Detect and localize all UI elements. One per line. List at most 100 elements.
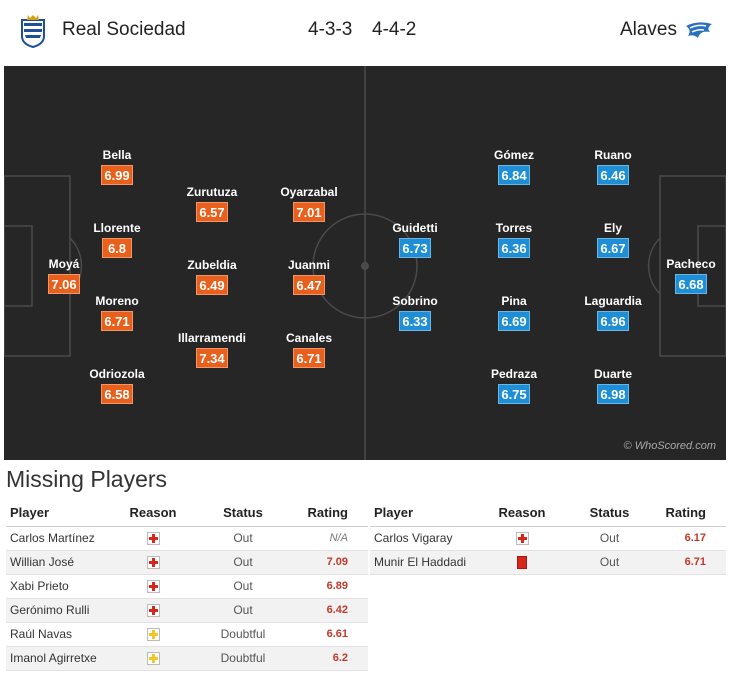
home-missing-table: Player Reason Status Rating Carlos Martí… bbox=[6, 500, 368, 671]
home-player[interactable]: Illarramendi 7.34 bbox=[167, 331, 257, 368]
player-rating-badge: 6.75 bbox=[498, 384, 530, 404]
rating-cell: 6.71 bbox=[657, 550, 726, 575]
rating-cell: 6.89 bbox=[298, 574, 368, 599]
player-name[interactable]: Ruano bbox=[594, 148, 632, 162]
player-name[interactable]: Torres bbox=[495, 221, 533, 235]
player-rating-badge: 6.57 bbox=[196, 202, 228, 222]
away-player[interactable]: Pedraza 6.75 bbox=[469, 367, 559, 404]
home-player[interactable]: Zurutuza 6.57 bbox=[167, 185, 257, 222]
table-row: Raúl Navas Doubtful 6.61 bbox=[6, 622, 368, 647]
player-name[interactable]: Odriozola bbox=[89, 367, 145, 381]
missing-player-name[interactable]: Raúl Navas bbox=[6, 622, 118, 647]
player-name[interactable]: Zurutuza bbox=[186, 185, 238, 199]
player-rating-badge: 7.01 bbox=[293, 202, 325, 222]
doubt-icon bbox=[146, 628, 160, 642]
col-player: Player bbox=[370, 500, 482, 527]
player-name[interactable]: Pedraza bbox=[490, 367, 538, 381]
alaves-crest-icon[interactable] bbox=[684, 16, 714, 50]
rating-cell: 7.09 bbox=[298, 550, 368, 575]
reason-cell bbox=[118, 622, 188, 647]
away-player[interactable]: Pacheco 6.68 bbox=[646, 257, 726, 294]
col-status: Status bbox=[562, 500, 657, 527]
away-player[interactable]: Duarte 6.98 bbox=[568, 367, 658, 404]
reason-cell bbox=[118, 550, 188, 575]
home-player[interactable]: Odriozola 6.58 bbox=[72, 367, 162, 404]
away-team-name[interactable]: Alaves bbox=[619, 19, 677, 40]
col-rating: Rating bbox=[657, 500, 726, 527]
status-cell: Out bbox=[188, 526, 298, 551]
player-name[interactable]: Bella bbox=[102, 148, 132, 162]
missing-player-name[interactable]: Willian José bbox=[6, 550, 118, 575]
home-player[interactable]: Moreno 6.71 bbox=[72, 294, 162, 331]
away-player[interactable]: Pina 6.69 bbox=[469, 294, 559, 331]
home-player[interactable]: Juanmi 6.47 bbox=[264, 258, 354, 295]
player-name[interactable]: Zubeldia bbox=[187, 258, 237, 272]
status-cell: Out bbox=[562, 526, 657, 551]
away-formation: 4-4-2 bbox=[372, 19, 417, 40]
player-name[interactable]: Moyá bbox=[48, 257, 80, 271]
missing-player-name[interactable]: Xabi Prieto bbox=[6, 574, 118, 599]
player-name[interactable]: Llorente bbox=[93, 221, 141, 235]
home-player[interactable]: Llorente 6.8 bbox=[72, 221, 162, 258]
player-rating-badge: 6.36 bbox=[498, 238, 530, 258]
player-rating-badge: 6.73 bbox=[399, 238, 431, 258]
home-team-name[interactable]: Real Sociedad bbox=[62, 19, 186, 40]
injury-icon bbox=[146, 604, 160, 618]
real-sociedad-crest-icon[interactable] bbox=[18, 14, 48, 48]
table-row: Munir El Haddadi Out 6.71 bbox=[370, 550, 726, 575]
injury-icon bbox=[146, 532, 160, 546]
rating-cell: N/A bbox=[298, 526, 368, 551]
away-player[interactable]: Sobrino 6.33 bbox=[370, 294, 460, 331]
reason-cell bbox=[118, 574, 188, 599]
missing-player-name[interactable]: Carlos Vigaray bbox=[370, 526, 482, 551]
player-name[interactable]: Canales bbox=[285, 331, 333, 345]
player-name[interactable]: Ely bbox=[603, 221, 622, 235]
away-player[interactable]: Laguardia 6.96 bbox=[568, 294, 658, 331]
player-name[interactable]: Juanmi bbox=[287, 258, 330, 272]
col-player: Player bbox=[6, 500, 118, 527]
missing-player-name[interactable]: Carlos Martínez bbox=[6, 526, 118, 551]
player-name[interactable]: Illarramendi bbox=[177, 331, 247, 345]
player-name[interactable]: Sobrino bbox=[392, 294, 438, 308]
missing-player-name[interactable]: Imanol Agirretxe bbox=[6, 646, 118, 671]
rating-cell: 6.42 bbox=[298, 598, 368, 623]
player-name[interactable]: Gómez bbox=[493, 148, 534, 162]
home-formation: 4-3-3 bbox=[308, 19, 353, 40]
player-rating-badge: 6.8 bbox=[102, 238, 132, 258]
player-name[interactable]: Pina bbox=[501, 294, 527, 308]
missing-players-title: Missing Players bbox=[6, 466, 168, 492]
player-rating-badge: 6.49 bbox=[196, 275, 228, 295]
home-player[interactable]: Moyá 7.06 bbox=[19, 257, 109, 294]
player-name[interactable]: Oyarzabal bbox=[280, 185, 338, 199]
away-player[interactable]: Gómez 6.84 bbox=[469, 148, 559, 185]
player-rating-badge: 7.34 bbox=[196, 348, 228, 368]
away-player[interactable]: Ely 6.67 bbox=[568, 221, 658, 258]
home-missing-rows: Carlos Martínez Out N/A Willian José Out 7.09… bbox=[6, 526, 368, 671]
home-player[interactable]: Zubeldia 6.49 bbox=[167, 258, 257, 295]
col-status: Status bbox=[188, 500, 298, 527]
home-player[interactable]: Bella 6.99 bbox=[72, 148, 162, 185]
player-rating-badge: 6.71 bbox=[101, 311, 133, 331]
player-rating-badge: 6.68 bbox=[675, 274, 707, 294]
table-row: Gerónimo Rulli Out 6.42 bbox=[6, 598, 368, 623]
player-name[interactable]: Guidetti bbox=[392, 221, 438, 235]
away-player[interactable]: Torres 6.36 bbox=[469, 221, 559, 258]
away-player[interactable]: Guidetti 6.73 bbox=[370, 221, 460, 258]
status-cell: Doubtful bbox=[188, 646, 298, 671]
home-player[interactable]: Oyarzabal 7.01 bbox=[264, 185, 354, 222]
missing-player-name[interactable]: Munir El Haddadi bbox=[370, 550, 482, 575]
player-rating-badge: 6.47 bbox=[293, 275, 325, 295]
away-player[interactable]: Ruano 6.46 bbox=[568, 148, 658, 185]
rating-cell: 6.2 bbox=[298, 646, 368, 671]
player-name[interactable]: Laguardia bbox=[584, 294, 642, 308]
reason-cell bbox=[482, 550, 562, 575]
table-row: Willian José Out 7.09 bbox=[6, 550, 368, 575]
player-name[interactable]: Moreno bbox=[95, 294, 139, 308]
missing-player-name[interactable]: Gerónimo Rulli bbox=[6, 598, 118, 623]
player-name[interactable]: Pacheco bbox=[666, 257, 716, 271]
player-name[interactable]: Duarte bbox=[593, 367, 632, 381]
rating-cell: 6.17 bbox=[657, 526, 726, 551]
player-rating-badge: 7.06 bbox=[48, 274, 80, 294]
home-player[interactable]: Canales 6.71 bbox=[264, 331, 354, 368]
player-rating-badge: 6.69 bbox=[498, 311, 530, 331]
